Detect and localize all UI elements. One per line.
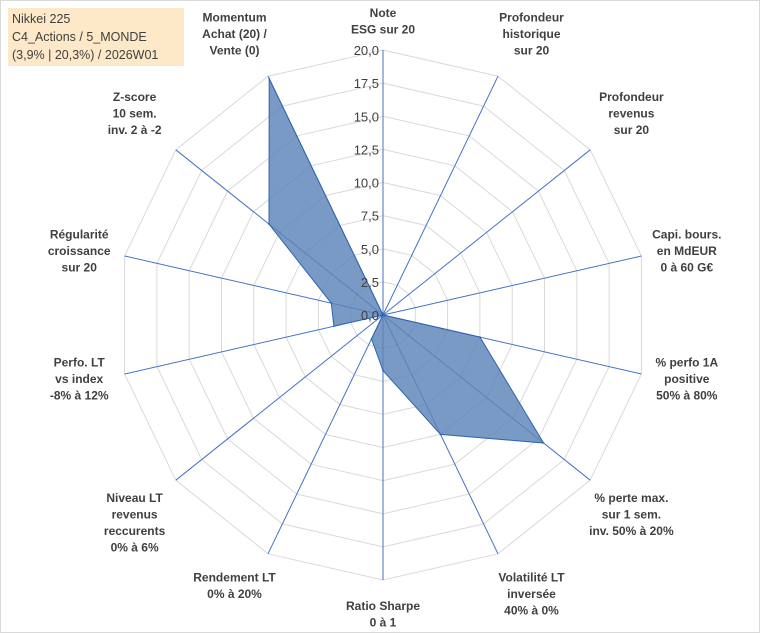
axis-label: Niveau LT revenus reccurents 0% à 6% — [104, 491, 166, 555]
axis-label-line: -8% à 12% — [50, 388, 109, 402]
axis-label: Note ESG sur 20 — [351, 6, 415, 37]
axis-label-line: reccurents — [104, 524, 166, 538]
axis-label-line: Capi. bours. — [652, 228, 721, 242]
axis-label-line: Perfo. LT — [54, 355, 106, 369]
axis-label-line: 50% à 80% — [656, 388, 718, 402]
tick-label: 17,5 — [354, 76, 379, 91]
axis-label-line: revenus — [112, 507, 158, 521]
axis-label: % perfo 1A positive 50% à 80% — [655, 355, 718, 402]
series-area — [268, 78, 545, 444]
series-point — [330, 302, 333, 305]
axis-label: Capi. bours. en MdEUR 0 à 60 G€ — [652, 228, 721, 275]
axis-spoke — [175, 314, 384, 481]
axis-label-line: inversée — [507, 587, 556, 601]
info-title: Nikkei 225 — [12, 12, 71, 26]
axis-label-line: 10 sem. — [113, 107, 157, 121]
axis-label: Perfo. LT vs index -8% à 12% — [50, 355, 109, 402]
tick-label: 20,0 — [354, 43, 379, 58]
tick-label: 10,0 — [354, 176, 379, 191]
series-point — [268, 223, 270, 225]
axis-label-line: Z-score — [113, 90, 157, 104]
series-point — [382, 314, 384, 316]
tick-label: 15,0 — [354, 109, 379, 124]
axis-label: Régularité croissance sur 20 — [48, 228, 111, 275]
radar-tick-labels: 0,0 2,5 5,0 7,5 10,0 12,5 15,0 17,5 20,0 — [354, 43, 379, 323]
axis-label: Z-score 10 sem. inv. 2 à -2 — [108, 90, 162, 137]
axis-label-line: Profondeur — [499, 10, 564, 24]
axis-label: Ratio Sharpe 0 à 1 — [346, 599, 420, 630]
axis-label-line: croissance — [48, 244, 111, 258]
axis-label-line: Profondeur — [599, 90, 664, 104]
series-point — [439, 433, 442, 436]
series-point — [370, 338, 373, 340]
info-box: Nikkei 225 C4_Actions / 5_MONDE (3,9% | … — [8, 8, 184, 66]
series-point — [268, 77, 271, 80]
axis-label: Momentum Achat (20) / Vente (0) — [202, 10, 267, 57]
axis-label: Profondeur historique sur 20 — [499, 10, 564, 57]
axis-label-line: inv. 2 à -2 — [108, 123, 162, 137]
axis-label-line: positive — [664, 372, 710, 386]
axis-label-line: inv. 50% à 20% — [589, 524, 674, 538]
axis-label-line: 0% à 20% — [207, 587, 262, 601]
axis-label-line: Ratio Sharpe — [346, 599, 420, 613]
tick-label: 5,0 — [361, 242, 379, 257]
axis-label-line: 40% à 0% — [504, 604, 559, 618]
axis-label-line: Volatilité LT — [498, 571, 565, 585]
axis-label-line: Note — [370, 6, 397, 20]
axis-label-line: sur 1 sem. — [602, 507, 661, 521]
axis-spoke — [382, 75, 499, 316]
series-point — [333, 325, 335, 328]
axis-label-line: Niveau LT — [106, 491, 163, 505]
axis-label: % perte max. sur 1 sem. inv. 50% à 20% — [589, 491, 674, 538]
series-point — [479, 336, 481, 338]
radar-series — [268, 77, 545, 444]
axis-label-line: sur 20 — [614, 123, 650, 137]
axis-label-line: sur 20 — [62, 261, 98, 275]
axis-label-line: historique — [502, 27, 560, 41]
axis-label-line: revenus — [608, 107, 654, 121]
axis-label-line: Momentum — [203, 10, 267, 24]
axis-label: Profondeur revenus sur 20 — [599, 90, 664, 137]
info-stats: (3,9% | 20,3%) / 2026W01 — [12, 48, 159, 62]
axis-label-line: Achat (20) / — [202, 27, 267, 41]
tick-label: 12,5 — [354, 142, 379, 157]
series-point — [542, 442, 545, 444]
series-point — [382, 369, 384, 372]
axis-label-line: sur 20 — [514, 43, 550, 57]
axis-label-line: % perfo 1A — [655, 355, 718, 369]
axis-label-line: ESG sur 20 — [351, 23, 415, 37]
axis-label-line: vs index — [55, 372, 103, 386]
tick-label: 7,5 — [361, 209, 379, 224]
axis-label-line: 0% à 6% — [111, 540, 159, 554]
axis-label-line: 0 à 1 — [370, 616, 397, 630]
radar-axis-labels: Note ESG sur 20 Profondeur historique sur 20… — [48, 6, 722, 630]
axis-label-line: % perte max. — [594, 491, 668, 505]
axis-label-line: 0 à 60 G€ — [660, 261, 713, 275]
axis-label-line: en MdEUR — [657, 244, 717, 258]
axis-label-line: Régularité — [50, 228, 109, 242]
axis-label: Volatilité LT inversée 40% à 0% — [498, 571, 565, 618]
info-category: C4_Actions / 5_MONDE — [12, 30, 147, 44]
axis-spoke — [382, 255, 642, 316]
axis-spoke — [267, 314, 384, 555]
tick-label: 0,0 — [361, 308, 379, 323]
axis-label-line: Vente (0) — [209, 43, 259, 57]
axis-label-line: Rendement LT — [193, 571, 276, 585]
axis-spoke — [382, 149, 591, 316]
tick-label: 2,5 — [361, 275, 379, 290]
axis-label: Rendement LT 0% à 20% — [193, 571, 276, 602]
